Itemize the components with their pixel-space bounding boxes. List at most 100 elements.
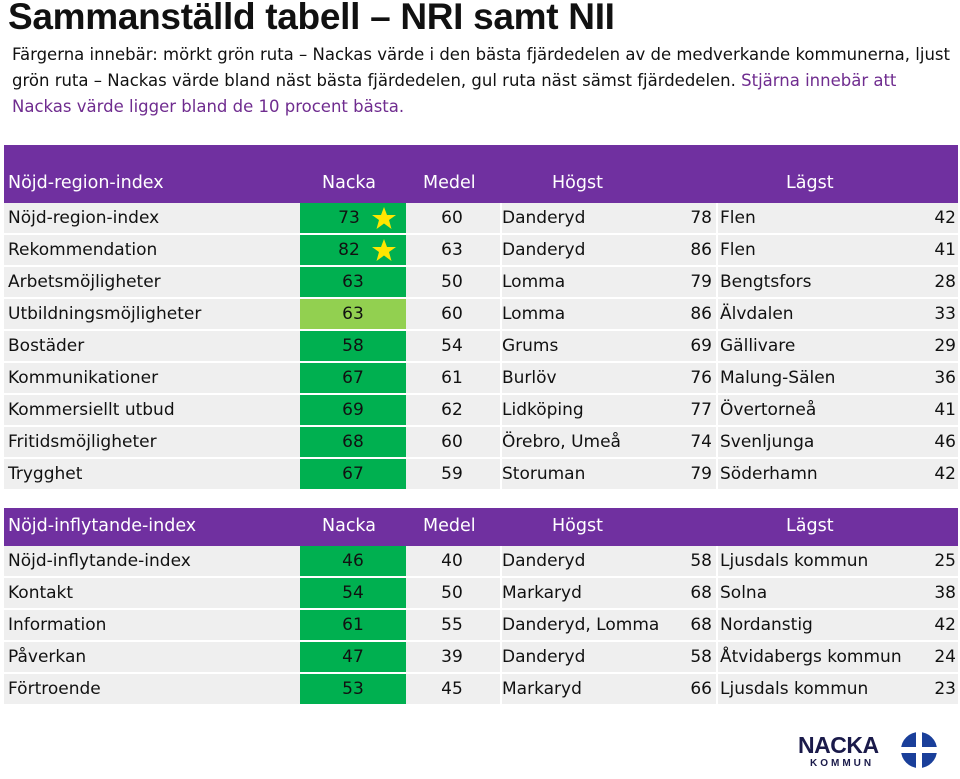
star-icon xyxy=(372,239,396,261)
nacka-value: 46 xyxy=(300,546,406,576)
high-value: 86 xyxy=(690,304,712,324)
nacka-value: 61 xyxy=(300,610,406,640)
nacka-value: 73 xyxy=(300,203,406,233)
high-value: 76 xyxy=(690,368,712,388)
table-row: Fritidsmöjligheter 68 60 Örebro, Umeå 74 … xyxy=(4,427,958,459)
low-cell: Ljusdals kommun 25 xyxy=(716,546,960,576)
row-label: Trygghet xyxy=(8,464,83,484)
low-name: Malung-Sälen xyxy=(720,368,836,388)
low-cell: Bengtsfors 28 xyxy=(716,267,960,297)
medel-value: 50 xyxy=(441,583,463,603)
star-legend-text: Stjärna innebär att Nackas värde ligger … xyxy=(12,71,897,116)
high-cell: Burlöv 76 xyxy=(500,363,716,393)
medel-value: 39 xyxy=(441,647,463,667)
high-value: 78 xyxy=(690,208,712,228)
header-medel: Medel xyxy=(423,173,476,193)
high-cell: Markaryd 66 xyxy=(500,674,716,704)
nacka-value: 68 xyxy=(300,427,406,457)
high-value: 79 xyxy=(690,272,712,292)
row-label: Arbetsmöjligheter xyxy=(8,272,161,292)
low-cell: Solna 38 xyxy=(716,578,960,608)
low-value: 29 xyxy=(934,336,956,356)
star-icon xyxy=(372,207,396,229)
nacka-value: 47 xyxy=(300,642,406,672)
low-name: Ljusdals kommun xyxy=(720,551,869,571)
high-value: 68 xyxy=(690,583,712,603)
high-cell: Grums 69 xyxy=(500,331,716,361)
high-value: 69 xyxy=(690,336,712,356)
high-value: 86 xyxy=(690,240,712,260)
high-cell: Lomma 79 xyxy=(500,267,716,297)
table-row: Kontakt 54 50 Markaryd 68 Solna 38 xyxy=(4,578,958,610)
low-name: Svenljunga xyxy=(720,432,815,452)
nacka-value: 53 xyxy=(300,674,406,704)
logo-text: NACKA xyxy=(798,732,879,758)
intro-text: Färgerna innebär: mörkt grön ruta – Nack… xyxy=(12,42,952,120)
medel-value: 40 xyxy=(441,551,463,571)
medel-value: 63 xyxy=(441,240,463,260)
header-nacka: Nacka xyxy=(322,173,376,193)
row-label: Kommunikationer xyxy=(8,368,159,388)
low-name: Bengtsfors xyxy=(720,272,812,292)
low-value: 42 xyxy=(934,208,956,228)
high-cell: Danderyd, Lomma 68 xyxy=(500,610,716,640)
low-name: Ljusdals kommun xyxy=(720,679,869,699)
high-name: Örebro, Umeå xyxy=(502,432,621,452)
medel-value: 61 xyxy=(441,368,463,388)
high-cell: Storuman 79 xyxy=(500,459,716,489)
high-cell: Danderyd 86 xyxy=(500,235,716,265)
crest-icon xyxy=(899,730,939,770)
high-value: 58 xyxy=(690,647,712,667)
nacka-value: 54 xyxy=(300,578,406,608)
nacka-value: 82 xyxy=(300,235,406,265)
nacka-value: 67 xyxy=(300,363,406,393)
low-value: 23 xyxy=(934,679,956,699)
nri-header-row: Nöjd-region-index Nacka Medel Högst Lägs… xyxy=(4,145,958,203)
table-row: Nöjd-region-index 73 60 Danderyd 78 Flen 4… xyxy=(4,203,958,235)
low-name: Gällivare xyxy=(720,336,796,356)
high-name: Burlöv xyxy=(502,368,557,388)
header-lagst: Lägst xyxy=(786,516,834,536)
row-label: Bostäder xyxy=(8,336,85,356)
low-value: 41 xyxy=(934,240,956,260)
low-value: 25 xyxy=(934,551,956,571)
medel-value: 60 xyxy=(441,432,463,452)
table-row: Arbetsmöjligheter 63 50 Lomma 79 Bengtsfo… xyxy=(4,267,958,299)
row-label: Kontakt xyxy=(8,583,74,603)
high-value: 77 xyxy=(690,400,712,420)
low-name: Solna xyxy=(720,583,768,603)
high-cell: Markaryd 68 xyxy=(500,578,716,608)
header-medel: Medel xyxy=(423,516,476,536)
low-cell: Svenljunga 46 xyxy=(716,427,960,457)
table-row: Information 61 55 Danderyd, Lomma 68 Nord… xyxy=(4,610,958,642)
row-label: Förtroende xyxy=(8,679,101,699)
nacka-value: 69 xyxy=(300,395,406,425)
low-value: 42 xyxy=(934,615,956,635)
medel-value: 55 xyxy=(441,615,463,635)
high-cell: Lidköping 77 xyxy=(500,395,716,425)
nacka-value: 67 xyxy=(300,459,406,489)
low-name: Nordanstig xyxy=(720,615,813,635)
low-value: 38 xyxy=(934,583,956,603)
low-value: 42 xyxy=(934,464,956,484)
medel-value: 45 xyxy=(441,679,463,699)
low-name: Åtvidabergs kommun xyxy=(720,647,902,667)
header-lagst: Lägst xyxy=(786,173,834,193)
row-label: Nöjd-region-index xyxy=(8,208,160,228)
row-label: Kommersiellt utbud xyxy=(8,400,175,420)
table-row: Utbildningsmöjligheter 63 60 Lomma 86 Älv… xyxy=(4,299,958,331)
row-label: Utbildningsmöjligheter xyxy=(8,304,202,324)
table-row: Kommunikationer 67 61 Burlöv 76 Malung-Sä… xyxy=(4,363,958,395)
low-name: Söderhamn xyxy=(720,464,818,484)
high-cell: Danderyd 78 xyxy=(500,203,716,233)
high-name: Grums xyxy=(502,336,559,356)
low-cell: Flen 41 xyxy=(716,235,960,265)
high-cell: Örebro, Umeå 74 xyxy=(500,427,716,457)
header-hogst: Högst xyxy=(552,516,603,536)
medel-value: 62 xyxy=(441,400,463,420)
high-name: Danderyd xyxy=(502,208,586,228)
low-name: Älvdalen xyxy=(720,304,794,324)
low-cell: Flen 42 xyxy=(716,203,960,233)
low-cell: Gällivare 29 xyxy=(716,331,960,361)
nii-header-row: Nöjd-inflytande-index Nacka Medel Högst … xyxy=(4,508,958,546)
